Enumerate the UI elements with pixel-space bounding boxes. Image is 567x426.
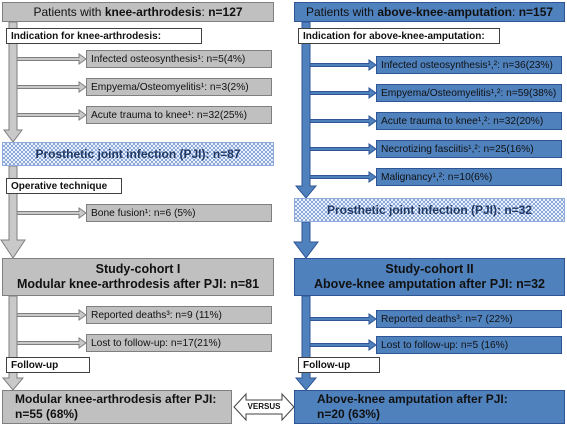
right-arrow-to-cohort xyxy=(293,221,319,259)
left-branch-arrow-trauma xyxy=(16,109,87,121)
left-branch-arrow-infected xyxy=(16,53,87,65)
right-loss-lost: Lost to follow-up: n=5 (16%) xyxy=(376,336,562,354)
left-cohort-title: Study-cohort I xyxy=(95,262,181,276)
right-header-line: Patients with above-knee-amputation: n=1… xyxy=(306,5,553,19)
left-cohort-box: Study-cohort I Modular knee-arthrodesis … xyxy=(2,258,274,296)
right-outcome-line1: Above-knee amputation after PJI: xyxy=(317,392,508,406)
left-header-group: knee-arthrodesis xyxy=(104,5,202,19)
right-follow-up-label: Follow-up xyxy=(298,357,380,373)
right-header-separator: : xyxy=(512,5,519,19)
left-arrow-to-outcome xyxy=(1,295,25,391)
right-branch-arrow-lost xyxy=(309,339,377,351)
right-pji-text: Prosthetic joint infection (PJI): n=32 xyxy=(326,203,533,217)
left-indication-infected: Infected osteosynthesis¹: n=5(4%) xyxy=(86,50,272,68)
left-indication-empyema: Empyema/Osteomyelitis¹: n=3(2%) xyxy=(86,78,272,96)
left-branch-arrow-bone-fusion xyxy=(16,207,87,219)
left-pji-text: Prosthetic joint infection (PJI): n=87 xyxy=(35,147,241,161)
left-header-separator: : xyxy=(201,5,209,19)
right-cohort-box: Study-cohort II Above-knee amputation af… xyxy=(294,258,565,296)
right-header-count: n=157 xyxy=(518,5,554,19)
right-arrow-to-outcome xyxy=(294,295,318,391)
left-exclusion-bone-fusion: Bone fusion¹: n=6 (5%) xyxy=(86,204,272,222)
right-indication-fasciitis: Necrotizing fasciitis¹,²: n=25(16%) xyxy=(376,140,562,158)
right-indication-label: Indication for above-knee-amputation: xyxy=(298,28,500,44)
right-cohort-subtitle: Above-knee amputation after PJI: n=32 xyxy=(314,277,545,291)
right-indication-malignancy: Malignancy¹,²: n=10(6%) xyxy=(376,168,562,186)
right-branch-arrow-empyema xyxy=(309,87,377,99)
left-header-box: Patients with knee-arthrodesis: n=127 xyxy=(2,2,274,22)
left-loss-deaths: Reported deaths³: n=9 (11%) xyxy=(86,306,272,324)
right-loss-deaths: Reported deaths³: n=7 (22%) xyxy=(376,310,562,328)
right-branch-arrow-malignancy xyxy=(309,171,377,183)
left-indication-trauma: Acute trauma to knee¹: n=32(25%) xyxy=(86,106,272,124)
right-branch-arrow-fasciitis xyxy=(309,143,377,155)
right-header-group: above-knee-amputation xyxy=(377,5,513,19)
right-header-prefix: Patients with xyxy=(305,5,378,19)
left-branch-arrow-empyema xyxy=(16,81,87,93)
right-arrow-to-pji xyxy=(294,21,318,199)
right-outcome-line2: n=20 (63%) xyxy=(317,407,381,421)
left-outcome-line2: n=55 (68%) xyxy=(15,407,79,421)
versus-label: VERSUS xyxy=(247,402,281,411)
left-operative-label: Operative technique xyxy=(6,178,122,194)
left-branch-arrow-lost xyxy=(16,337,87,349)
left-follow-up-label: Follow-up xyxy=(6,357,90,373)
right-indication-empyema: Empyema/Osteomyelitis¹,²: n=59(38%) xyxy=(376,84,562,102)
left-indication-label: Indication for knee-arthrodesis: xyxy=(6,28,202,44)
right-pji-box: Prosthetic joint infection (PJI): n=32 xyxy=(294,198,565,222)
left-header-count: n=127 xyxy=(208,5,243,19)
right-indication-trauma: Acute trauma to knee¹,²: n=32(20%) xyxy=(376,112,562,130)
right-indication-infected: Infected osteosynthesis¹,²: n=36(23%) xyxy=(376,56,562,74)
left-branch-arrow-deaths xyxy=(16,309,87,321)
left-header-prefix: Patients with xyxy=(33,5,105,19)
left-outcome-box: Modular knee-arthrodesis after PJI: n=55… xyxy=(2,390,232,424)
right-branch-arrow-deaths xyxy=(309,313,377,325)
left-cohort-subtitle: Modular knee-arthrodesis after PJI: n=81 xyxy=(16,277,260,291)
right-header-box: Patients with above-knee-amputation: n=1… xyxy=(294,2,565,22)
left-loss-lost: Lost to follow-up: n=17(21%) xyxy=(86,334,272,352)
left-header-line: Patients with knee-arthrodesis: n=127 xyxy=(33,5,242,19)
right-cohort-title: Study-cohort II xyxy=(385,262,474,276)
left-outcome-line1: Modular knee-arthrodesis after PJI: xyxy=(15,392,217,406)
right-branch-arrow-trauma xyxy=(309,115,377,127)
right-branch-arrow-infected xyxy=(309,59,377,71)
right-outcome-box: Above-knee amputation after PJI: n=20 (6… xyxy=(294,390,565,424)
left-pji-box: Prosthetic joint infection (PJI): n=87 xyxy=(2,142,274,166)
